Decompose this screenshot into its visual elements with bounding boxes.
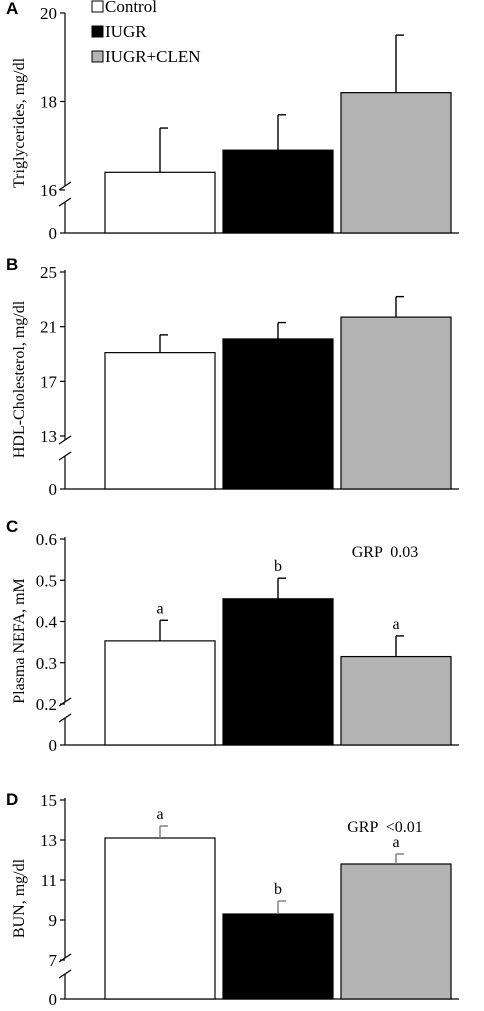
legend-label: Control [105,0,157,16]
legend: Control IUGR IUGR+CLEN [91,0,201,66]
y-tick-label: 21 [40,318,57,337]
bar-iugr [222,149,334,234]
axis-break-mark [58,451,72,461]
significance-letter: b [274,558,282,575]
panel-b: B 13 17 21 25 0 HDL-Cholesterol, mg/dl [6,255,459,499]
bar-iugr [222,598,334,746]
bar-iugr [222,913,334,1000]
y-tick-label: 7 [49,951,58,970]
panel-letter: D [6,790,18,809]
axis-break-mark [58,181,72,191]
axis-break-mark [58,969,72,979]
significance-letter: a [156,806,163,823]
axis-break-mark [58,697,72,707]
y-axis-label: BUN, mg/dl [11,858,28,938]
y-tick-label: 0.5 [36,571,57,590]
axis-break-mark [58,713,72,723]
bar-control [104,640,216,746]
y-tick-label: 0.2 [36,695,57,714]
y-tick-label: 11 [41,871,57,890]
axis-break-mark [58,197,72,207]
group-p-value: GRP 0.03 [352,544,419,561]
y-axis-label: Triglycerides, mg/dl [11,57,28,188]
panel-letter: C [6,517,18,536]
bar-control [104,352,216,490]
y-tick-label: 20 [40,4,57,23]
y-axis-label: Plasma NEFA, mM [11,578,28,703]
significance-letter: a [156,600,163,617]
bar-iugr [222,338,334,490]
y-tick-label: 18 [40,93,57,112]
y-tick-label-zero: 0 [49,224,58,243]
y-tick-label: 13 [40,831,57,850]
axis-break-mark [58,953,72,963]
y-tick-label: 9 [49,911,58,930]
y-tick-label: 0.4 [36,613,58,632]
panel-c: C 0.2 0.3 0.4 0.5 0.6 0 Plasma NEFA, mM a b a GRP 0… [6,517,459,755]
y-tick-label-zero: 0 [49,990,58,1009]
bar-iugr-clen [340,316,452,490]
group-p-value: GRP <0.01 [347,819,423,836]
y-tick-label: 17 [40,372,58,391]
panel-letter: A [6,0,18,18]
y-tick-label-zero: 0 [49,480,58,499]
significance-letter: a [392,834,399,851]
y-tick-label: 15 [40,791,57,810]
bar-control [104,837,216,1000]
y-tick-label: 0.6 [36,530,57,549]
legend-swatch [91,0,104,13]
bar-iugr-clen [340,863,452,1000]
y-tick-label-zero: 0 [49,736,58,755]
panel-letter: B [6,255,18,274]
bar-iugr-clen [340,92,452,234]
significance-letter: b [274,881,282,898]
bar-iugr-clen [340,655,452,746]
y-tick-label: 13 [40,427,57,446]
axis-break-mark [58,435,72,445]
legend-swatch [91,25,104,38]
y-axis-label: HDL-Cholesterol, mg/dl [11,300,28,458]
y-tick-label: 16 [40,181,57,200]
y-tick-label: 0.3 [36,654,57,673]
legend-label: IUGR+CLEN [105,47,201,66]
significance-letter: a [392,616,399,633]
panel-a: A 16 18 20 0 Triglycerides, mg/dl [6,0,459,243]
legend-swatch [91,50,104,63]
legend-label: IUGR [105,22,147,41]
bar-control [104,171,216,234]
y-tick-label: 25 [40,263,57,282]
